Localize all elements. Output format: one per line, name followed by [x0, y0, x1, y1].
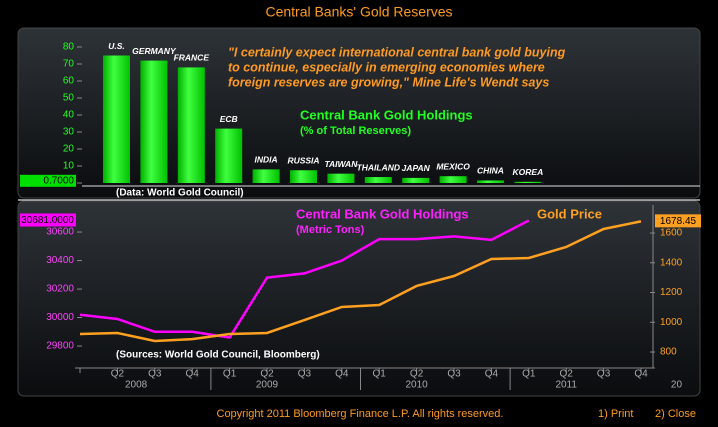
- category-label: CHINA: [477, 166, 504, 176]
- last-value: 1678.45: [660, 216, 697, 227]
- bar: [327, 173, 355, 183]
- bar: [364, 177, 392, 183]
- legend-entry: Gold Price: [537, 206, 602, 221]
- x-group-label: 2011: [555, 380, 577, 391]
- series-line: [79, 219, 530, 339]
- bar: [252, 169, 280, 183]
- y-tick-label: 60: [63, 76, 75, 87]
- x-group-label: 2009: [256, 380, 279, 391]
- annotation-title: Central Bank Gold Holdings: [300, 107, 473, 122]
- y-tick-label: 29800: [46, 341, 74, 352]
- x-group-label: 2008: [125, 380, 148, 391]
- y-tick-label: 30600: [46, 227, 74, 238]
- y-tick-label: 80: [63, 42, 75, 53]
- y-tick-label: 10: [63, 161, 75, 172]
- x-tick-label: Q4: [186, 369, 200, 380]
- bar: [103, 55, 130, 183]
- legend-entry: Central Bank Gold Holdings: [296, 206, 469, 221]
- annotation-subtitle: (% of Total Reserves): [300, 125, 411, 137]
- category-label: KOREA: [513, 167, 544, 177]
- quote: "I certainly expect international centra…: [228, 45, 566, 59]
- print-button[interactable]: 1) Print: [598, 408, 633, 420]
- category-label: FRANCE: [174, 53, 210, 63]
- x-tick-label: Q1: [373, 369, 387, 380]
- bar: [290, 170, 317, 183]
- y-tick-label: 30: [63, 127, 75, 138]
- category-label: RUSSIA: [287, 156, 319, 166]
- x-tick-label: Q3: [148, 369, 162, 380]
- x-tick-label: Q2: [560, 369, 574, 380]
- x-tick-label: Q3: [447, 369, 461, 380]
- bar: [140, 60, 168, 183]
- x-tick-label: Q3: [298, 369, 312, 380]
- page-title: Central Banks' Gold Reserves: [265, 4, 452, 20]
- y-tick-label: 30400: [46, 255, 74, 266]
- source-note: (Sources: World Gold Council, Bloomberg): [116, 350, 320, 361]
- category-label: TAIWAN: [324, 159, 358, 169]
- category-label: ECB: [220, 114, 238, 124]
- value-label: 0.7000: [43, 175, 74, 186]
- bottom-panel: [17, 200, 701, 397]
- y2-tick-label: 1400: [660, 257, 683, 268]
- quote: foreign reserves are growing," Mine Life…: [228, 75, 549, 89]
- y2-tick-label: 800: [660, 347, 677, 358]
- bar: [439, 176, 467, 183]
- category-label: THAILAND: [357, 162, 400, 172]
- x-tick-label: Q1: [223, 369, 237, 380]
- source-note: (Data: World Gold Council): [116, 188, 244, 199]
- category-label: U.S.: [108, 41, 125, 51]
- category-label: MEXICO: [436, 161, 470, 171]
- last-value-box: [20, 213, 76, 227]
- y2-tick-label: 1600: [660, 228, 683, 239]
- y-tick-label: 50: [63, 93, 75, 104]
- last-value: 30681.0000: [21, 215, 74, 226]
- x-tick-label: Q4: [485, 369, 499, 380]
- bar: [402, 177, 430, 183]
- x-tick-label: Q1: [522, 369, 536, 380]
- y-tick-label: 40: [63, 110, 75, 121]
- category-label: GERMANY: [132, 46, 177, 56]
- value-label-box: [20, 174, 76, 187]
- x-group-label: 20: [671, 380, 683, 391]
- x-tick-label: Q2: [260, 369, 274, 380]
- y2-tick-label: 1200: [660, 287, 683, 298]
- close-button[interactable]: 2) Close: [655, 408, 696, 420]
- y-tick-label: 70: [63, 59, 75, 70]
- x-tick-label: Q4: [335, 369, 349, 380]
- y2-tick-label: 1000: [660, 317, 683, 328]
- bar: [215, 128, 243, 183]
- copyright: Copyright 2011 Bloomberg Finance L.P. Al…: [217, 408, 504, 420]
- y-tick-label: 30000: [46, 312, 74, 323]
- bar: [177, 67, 205, 183]
- series-line: [79, 220, 642, 343]
- category-label: JAPAN: [402, 163, 431, 173]
- x-tick-label: Q2: [410, 369, 424, 380]
- x-tick-label: Q4: [634, 369, 648, 380]
- x-tick-label: Q3: [597, 369, 611, 380]
- x-tick-label: Q2: [111, 369, 125, 380]
- y-tick-label: 30200: [46, 284, 74, 295]
- bar: [477, 180, 504, 183]
- legend-subtitle: (Metric Tons): [296, 224, 365, 236]
- bar: [514, 181, 542, 183]
- x-group-label: 2010: [405, 380, 428, 391]
- quote: to continue, especially in emerging econ…: [228, 60, 545, 74]
- last-value-box: [655, 214, 701, 228]
- y-tick-label: 20: [63, 144, 75, 155]
- category-label: INDIA: [255, 155, 278, 165]
